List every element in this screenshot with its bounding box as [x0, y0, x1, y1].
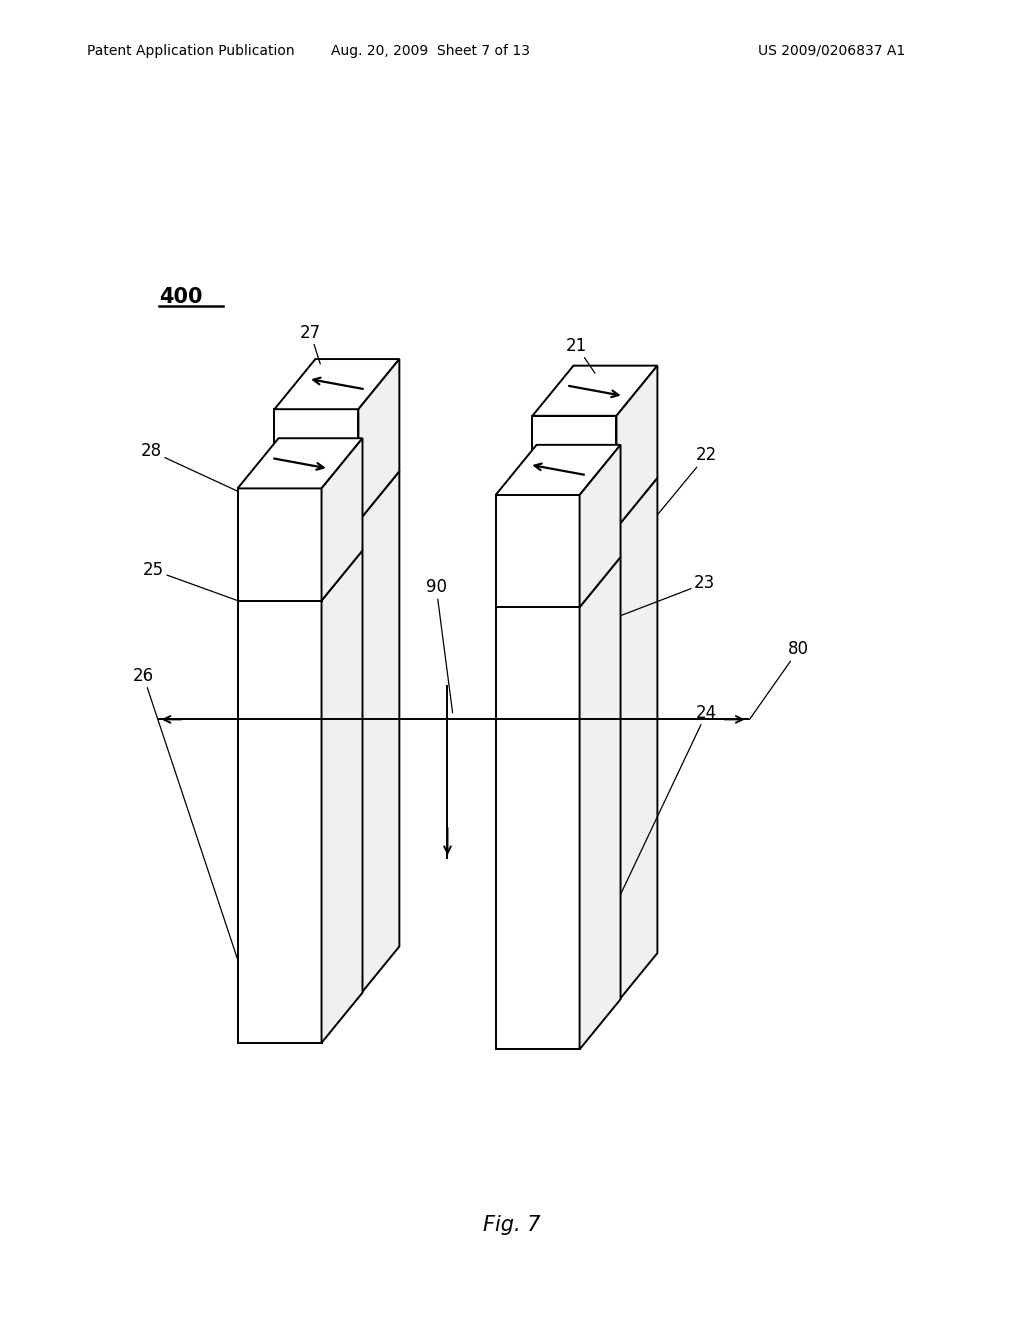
Polygon shape — [580, 557, 621, 1049]
Text: 24: 24 — [563, 704, 717, 1016]
Text: 22: 22 — [657, 446, 717, 515]
Polygon shape — [616, 478, 657, 1003]
Polygon shape — [496, 607, 580, 1049]
Text: Fig. 7: Fig. 7 — [483, 1214, 541, 1236]
Polygon shape — [358, 359, 399, 521]
Polygon shape — [532, 416, 616, 528]
Text: 90: 90 — [426, 578, 453, 713]
Polygon shape — [238, 438, 362, 488]
Polygon shape — [238, 488, 322, 601]
Polygon shape — [238, 601, 322, 1043]
Text: Aug. 20, 2009  Sheet 7 of 13: Aug. 20, 2009 Sheet 7 of 13 — [331, 44, 529, 58]
Polygon shape — [274, 359, 399, 409]
Polygon shape — [358, 471, 399, 997]
Text: 28: 28 — [141, 442, 274, 508]
Text: 400: 400 — [159, 286, 202, 308]
Polygon shape — [322, 550, 362, 1043]
Text: 23: 23 — [608, 574, 715, 620]
Polygon shape — [274, 409, 358, 521]
Polygon shape — [274, 521, 358, 997]
Text: 27: 27 — [300, 323, 321, 364]
Polygon shape — [532, 366, 657, 416]
Polygon shape — [532, 528, 616, 1003]
Text: 80: 80 — [750, 640, 809, 719]
Text: US 2009/0206837 A1: US 2009/0206837 A1 — [758, 44, 905, 58]
Polygon shape — [580, 445, 621, 607]
Text: 21: 21 — [566, 337, 595, 374]
Text: 25: 25 — [143, 561, 238, 601]
Text: 26: 26 — [133, 667, 254, 1010]
Polygon shape — [322, 438, 362, 601]
Polygon shape — [496, 445, 621, 495]
Polygon shape — [616, 366, 657, 528]
Polygon shape — [496, 495, 580, 607]
Text: Patent Application Publication: Patent Application Publication — [87, 44, 295, 58]
